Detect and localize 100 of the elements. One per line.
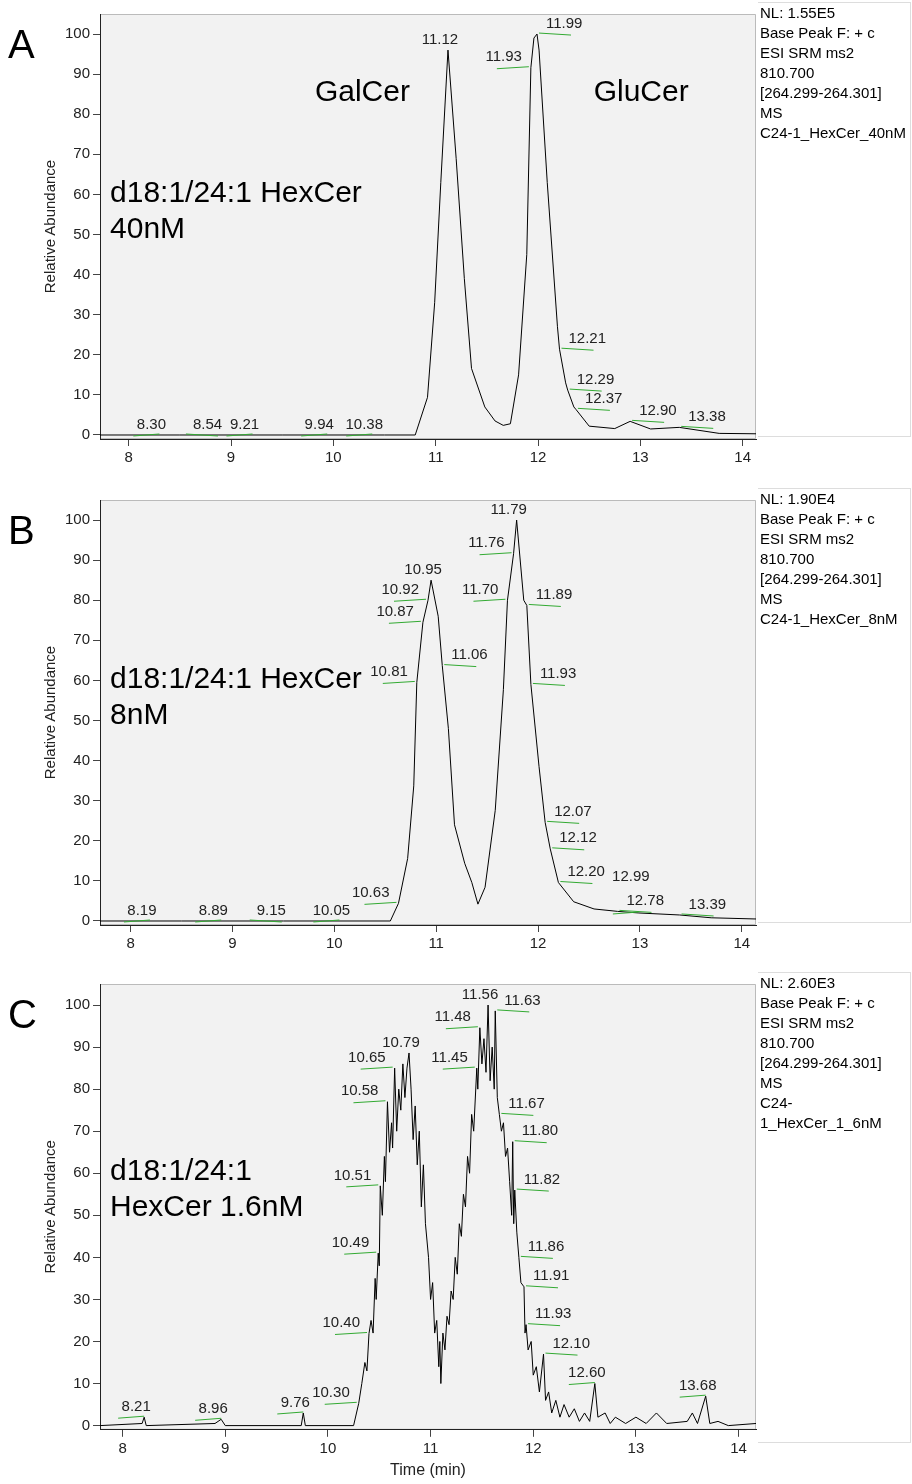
x-tick-label: 9: [226, 448, 236, 466]
annotation: 9.15: [256, 900, 286, 918]
y-tick-label: 30: [73, 304, 91, 322]
x-tick-label: 14: [734, 448, 752, 466]
annotation: GalCer: [314, 73, 410, 108]
y-tick-label: 80: [73, 1079, 91, 1097]
x-tick-label: 11: [428, 934, 444, 952]
chart-title: B: [8, 508, 35, 553]
x-tick-label: 12: [529, 934, 547, 952]
x-tick-label: 9: [221, 1438, 230, 1456]
text: NL: 1.90E4: [760, 489, 837, 509]
y-tick-label: 60: [73, 670, 91, 688]
annotation: 11.56: [461, 984, 499, 1002]
annotation: 11.45: [431, 1047, 468, 1065]
x-tick-label: 13: [631, 934, 649, 952]
annotation: 10.38: [345, 414, 384, 432]
y-tick-label: 40: [73, 264, 91, 282]
x-tick-label: 11: [422, 1438, 439, 1456]
annotation: 8.96: [198, 1398, 228, 1416]
chart-title: A: [8, 22, 35, 67]
y-tick-label: 0: [81, 1415, 91, 1433]
y-tick-label: 90: [73, 64, 91, 82]
annotation: 12.99: [612, 866, 650, 884]
annotation: 8.30: [136, 414, 166, 432]
annotation: 10.92: [381, 579, 420, 597]
y-tick-label: 30: [73, 790, 91, 808]
y-tick-label: 70: [73, 630, 91, 648]
y-tick-label: 60: [73, 1163, 91, 1181]
annotation: 11.06: [451, 645, 488, 663]
annotation: 8.21: [121, 1396, 151, 1414]
annotation: 11.89: [535, 585, 573, 603]
annotation: 11.63: [504, 990, 541, 1008]
x-tick-label: 12: [524, 1438, 542, 1456]
y-axis-title: Relative Abundance: [41, 1140, 59, 1274]
annotation: 11.93: [535, 1304, 572, 1322]
y-tick-label: 60: [73, 184, 91, 202]
y-tick-label: 20: [73, 1331, 91, 1349]
annotation: 13.39: [688, 894, 727, 912]
annotation: 12.21: [568, 328, 607, 346]
text: d18:1/24:1 HexCer 40nM: [110, 174, 362, 247]
text: C24-1_HexCer_8nM: [760, 609, 899, 629]
annotation: 12.10: [552, 1333, 591, 1351]
annotation: 9.94: [304, 414, 334, 432]
text: C24-1_HexCer_1_6nM: [760, 1093, 883, 1133]
text: d18:1/24:1 HexCer 8nM: [110, 660, 362, 733]
y-tick-label: 20: [73, 344, 91, 362]
annotation: 10.51: [333, 1165, 372, 1183]
annotation: 10.95: [404, 559, 442, 577]
annotation: 10.87: [376, 601, 414, 619]
x-tick-label: 10: [325, 934, 343, 952]
annotation: 10.49: [331, 1232, 370, 1250]
annotation: GluCer: [593, 73, 689, 108]
text: Base Peak F: + c: [760, 509, 876, 529]
y-tick-label: 30: [73, 1289, 91, 1307]
text: Base Peak F: + c: [760, 993, 876, 1013]
annotation: 10.05: [312, 900, 351, 918]
text: NL: 1.55E5: [760, 3, 837, 23]
annotation: 12.07: [554, 802, 592, 819]
y-tick-label: 100: [65, 510, 91, 528]
text: ESI SRM ms2: [760, 1013, 856, 1033]
annotation: 11.12: [421, 29, 459, 47]
y-tick-label: 90: [73, 550, 91, 568]
y-tick-label: 10: [73, 871, 91, 889]
text: [264.299-264.301]: [760, 569, 883, 589]
annotation: 11.93: [539, 664, 577, 682]
annotation: 10.58: [340, 1081, 379, 1099]
annotation: 11.91: [532, 1266, 570, 1284]
y-tick-label: 10: [73, 385, 91, 403]
x-tick-label: 14: [733, 934, 751, 952]
x-tick-label: 14: [730, 1438, 747, 1456]
text: ESI SRM ms2: [760, 43, 856, 63]
annotation: 12.12: [559, 828, 597, 846]
annotation: 12.60: [568, 1363, 606, 1381]
y-tick-label: 50: [73, 710, 91, 728]
y-tick-label: 90: [73, 1037, 91, 1055]
text: MS: [760, 103, 784, 123]
annotation: 8.54: [192, 414, 223, 432]
annotation: 11.80: [521, 1121, 559, 1139]
annotation: 12.20: [567, 862, 605, 880]
text: 810.700: [760, 1033, 816, 1053]
annotation: 11.82: [523, 1169, 561, 1187]
annotation: 13.38: [688, 407, 726, 425]
y-tick-label: 0: [81, 911, 91, 929]
y-tick-label: 80: [73, 590, 91, 608]
text: d18:1/24:1 HexCer 1.6nM: [110, 1152, 304, 1225]
x-tick-label: 10: [319, 1438, 337, 1456]
annotation: 10.81: [370, 662, 408, 680]
x-tick-label: 13: [627, 1438, 645, 1456]
annotation: 10.79: [382, 1032, 420, 1050]
text: MS: [760, 589, 784, 609]
annotation: 11.79: [490, 499, 527, 517]
annotation: 11.86: [527, 1237, 565, 1255]
x-tick-label: 12: [529, 448, 547, 466]
annotation: 9.76: [280, 1392, 310, 1410]
text: MS: [760, 1073, 784, 1093]
annotation: 11.67: [508, 1094, 545, 1112]
y-tick-label: 70: [73, 1121, 91, 1139]
y-tick-label: 100: [65, 995, 91, 1013]
chart-title: C: [8, 992, 37, 1037]
x-axis-title: Time (min): [390, 1460, 466, 1478]
